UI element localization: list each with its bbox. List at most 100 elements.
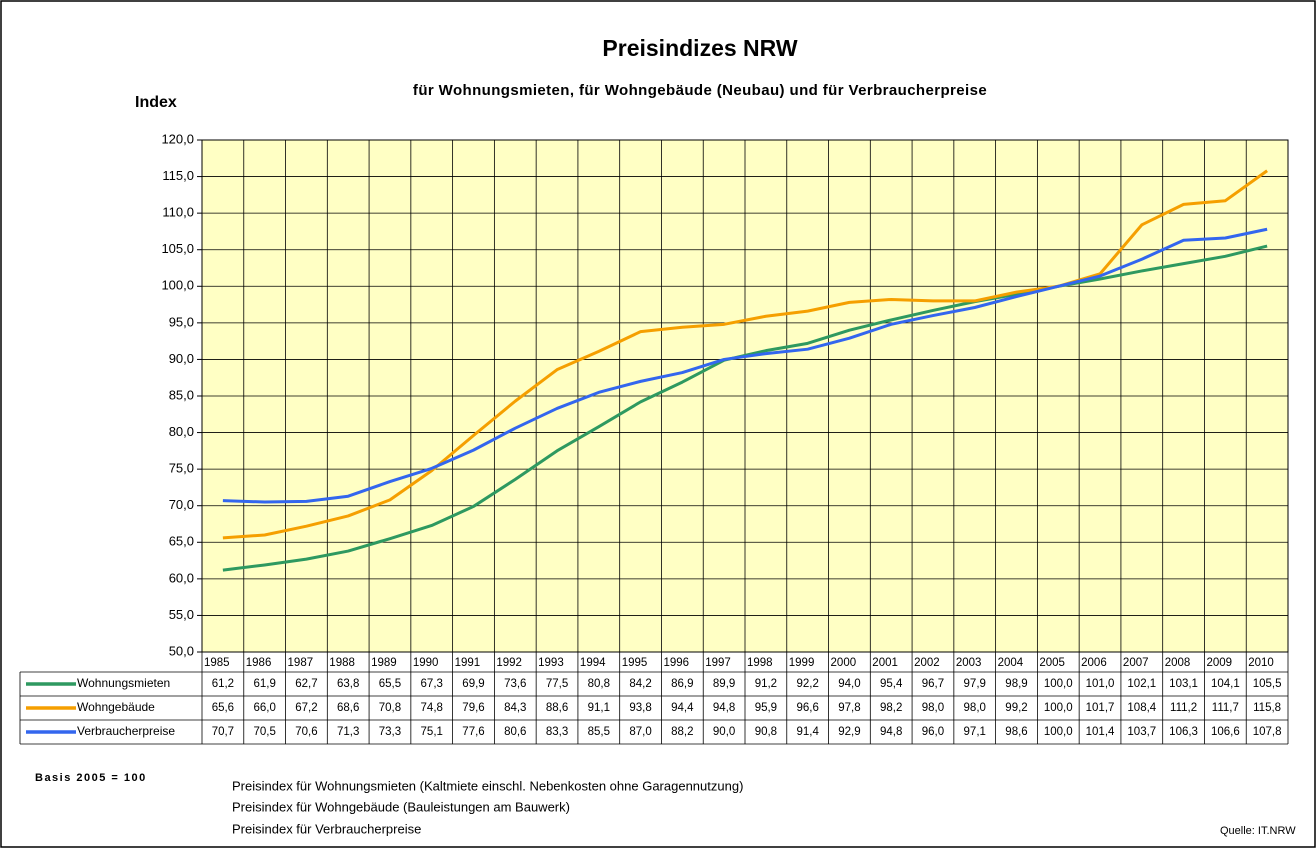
x-tick-label: 2010 (1248, 657, 1274, 669)
table-value: 91,4 (796, 726, 819, 738)
table-value: 97,1 (964, 726, 986, 738)
table-value: 101,7 (1086, 702, 1115, 714)
y-tick-label: 90,0 (169, 351, 194, 366)
table-value: 69,9 (462, 678, 484, 690)
x-tick-label: 1985 (204, 657, 230, 669)
x-tick-label: 2002 (914, 657, 940, 669)
table-value: 96,6 (796, 702, 818, 714)
table-value: 99,2 (1005, 702, 1027, 714)
table-value: 95,4 (880, 678, 903, 690)
table-value: 66,0 (253, 702, 275, 714)
x-tick-label: 2005 (1039, 657, 1065, 669)
x-tick-label: 2000 (831, 657, 857, 669)
table-value: 94,8 (713, 702, 735, 714)
table-value: 61,9 (253, 678, 275, 690)
x-tick-label: 1990 (413, 657, 439, 669)
table-value: 92,2 (796, 678, 818, 690)
y-tick-label: 85,0 (169, 387, 194, 402)
x-tick-label: 1996 (663, 657, 689, 669)
basis-note: Basis 2005 = 100 (35, 772, 147, 784)
x-tick-label: 2006 (1081, 657, 1107, 669)
y-tick-label: 55,0 (169, 607, 194, 622)
table-value: 84,2 (629, 678, 651, 690)
table-value: 111,2 (1170, 702, 1197, 714)
table-value: 91,2 (755, 678, 777, 690)
chart-title: Preisindizes NRW (602, 35, 797, 61)
table-value: 100,0 (1044, 702, 1073, 714)
table-value: 101,0 (1086, 678, 1115, 690)
table-value: 106,3 (1169, 726, 1198, 738)
y-axis-label: Index (135, 94, 177, 111)
y-tick-label: 120,0 (161, 131, 194, 146)
table-value: 101,4 (1086, 726, 1115, 738)
table-value: 95,9 (755, 702, 777, 714)
series-line (222, 169, 1268, 540)
table-value: 67,2 (295, 702, 317, 714)
x-tick-label: 1991 (455, 657, 481, 669)
table-value: 103,7 (1127, 726, 1156, 738)
table-value: 107,8 (1253, 726, 1282, 738)
table-value: 97,9 (964, 678, 986, 690)
x-tick-label: 1987 (288, 657, 314, 669)
x-tick-label: 2001 (872, 657, 898, 669)
table-value: 106,6 (1211, 726, 1240, 738)
table-value: 86,9 (671, 678, 693, 690)
y-tick-label: 105,0 (161, 241, 194, 256)
table-value: 90,8 (755, 726, 777, 738)
x-tick-label: 1994 (580, 657, 606, 669)
table-value: 108,4 (1127, 702, 1156, 714)
x-tick-label: 1988 (329, 657, 355, 669)
table-value: 98,9 (1005, 678, 1027, 690)
legend-label: Verbraucherpreise (77, 724, 175, 738)
table-value: 63,8 (337, 678, 359, 690)
table-value: 100,0 (1044, 726, 1073, 738)
y-tick-label: 50,0 (169, 643, 194, 658)
x-tick-label: 1986 (246, 657, 272, 669)
table-value: 70,5 (253, 726, 275, 738)
y-tick-label: 60,0 (169, 570, 194, 585)
table-value: 61,2 (212, 678, 234, 690)
table-value: 74,8 (421, 702, 443, 714)
table-value: 98,6 (1005, 726, 1027, 738)
table-value: 98,2 (880, 702, 902, 714)
table-value: 103,1 (1169, 678, 1198, 690)
legend-label: Wohngebäude (77, 700, 155, 714)
table-value: 94,8 (880, 726, 902, 738)
table-value: 96,7 (922, 678, 944, 690)
table-value: 96,0 (922, 726, 944, 738)
legend-label: Wohnungsmieten (77, 676, 170, 690)
y-tick-label: 100,0 (161, 278, 194, 293)
chart-subtitle: für Wohnungsmieten, für Wohngebäude (Neu… (413, 82, 987, 99)
table-value: 105,5 (1253, 678, 1282, 690)
table-value: 65,6 (212, 702, 234, 714)
y-tick-label: 75,0 (169, 461, 194, 476)
table-value: 91,1 (588, 702, 610, 714)
table-value: 92,9 (838, 726, 860, 738)
y-tick-label: 65,0 (169, 534, 194, 549)
x-tick-label: 1989 (371, 657, 397, 669)
y-tick-label: 110,0 (162, 205, 194, 220)
table-value: 77,6 (462, 726, 484, 738)
table-value: 115,8 (1253, 702, 1281, 714)
y-tick-label: 95,0 (169, 314, 194, 329)
table-value: 75,1 (421, 726, 443, 738)
table-value: 70,8 (379, 702, 401, 714)
table-value: 70,7 (212, 726, 234, 738)
table-value: 83,3 (546, 726, 568, 738)
table-value: 79,6 (462, 702, 484, 714)
table-value: 104,1 (1211, 678, 1240, 690)
table-value: 98,0 (922, 702, 944, 714)
table-value: 85,5 (588, 726, 610, 738)
x-tick-label: 1995 (622, 657, 648, 669)
x-tick-label: 2007 (1123, 657, 1149, 669)
table-value: 87,0 (629, 726, 651, 738)
y-tick-label: 115,0 (162, 168, 194, 183)
x-tick-label: 1999 (789, 657, 815, 669)
note: Preisindex für Verbraucherpreise (232, 821, 421, 836)
x-tick-label: 1992 (496, 657, 522, 669)
table-value: 94,0 (838, 678, 860, 690)
table-value: 71,3 (337, 726, 359, 738)
x-tick-label: 1993 (538, 657, 564, 669)
table-value: 67,3 (421, 678, 443, 690)
